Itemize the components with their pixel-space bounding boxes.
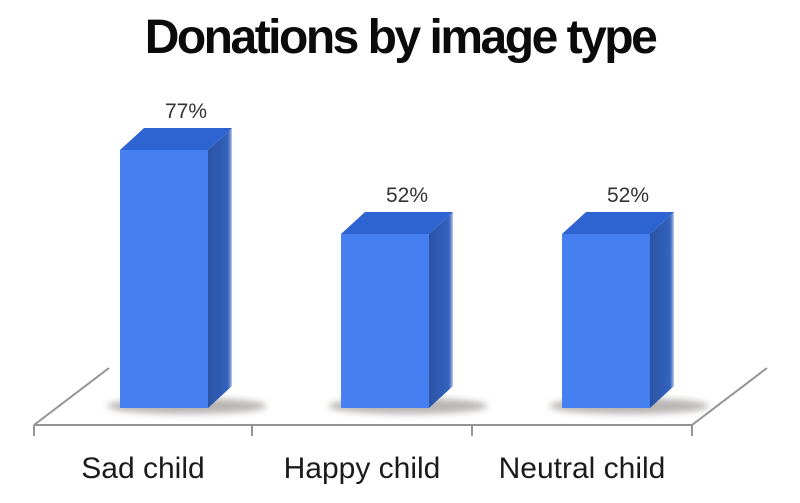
category-label-happy-child: Happy child — [284, 452, 441, 485]
bar-front-face — [562, 234, 650, 408]
floor-edge-right — [691, 367, 768, 426]
bar-front-face — [341, 234, 429, 408]
bar-value-label: 77% — [165, 100, 207, 123]
category-label-sad-child: Sad child — [81, 452, 204, 485]
bar-side-face — [429, 212, 453, 408]
bar-group-neutral-child: 52% — [549, 184, 709, 414]
bar-top-face — [562, 212, 674, 234]
x-axis — [33, 424, 693, 436]
chart-title: Donations by image type — [144, 11, 658, 64]
floor-edge-left — [33, 367, 110, 426]
bar-value-label: 52% — [386, 184, 428, 207]
bar-side-face — [208, 128, 232, 408]
bar-group-sad-child: 77% — [107, 100, 267, 414]
bar-side-face — [650, 212, 674, 408]
bar-top-face — [120, 128, 232, 150]
bar-front-face — [120, 150, 208, 408]
category-label-neutral-child: Neutral child — [499, 452, 666, 485]
bar-top-face — [341, 212, 453, 234]
bar-value-label: 52% — [607, 184, 649, 207]
bar-group-happy-child: 52% — [328, 184, 488, 414]
